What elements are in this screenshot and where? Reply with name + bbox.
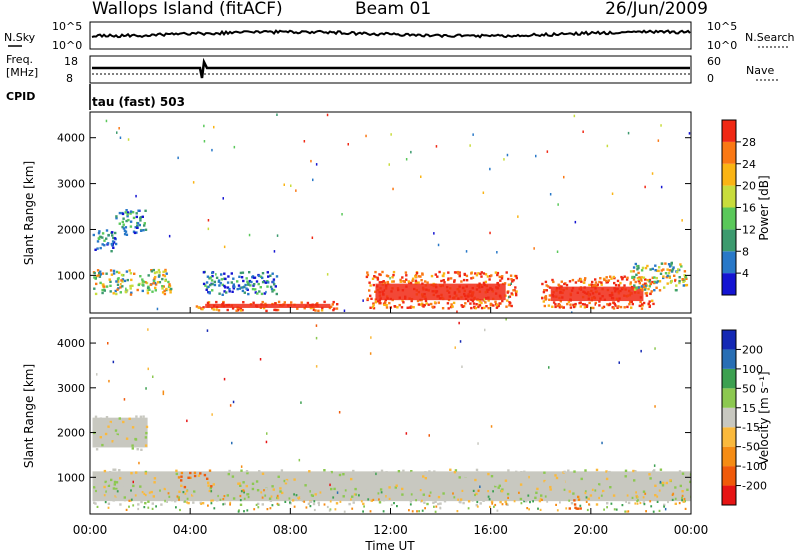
- x-axis-label: Time UT: [364, 539, 415, 553]
- colorbar-cell: [722, 349, 736, 369]
- power-y-label: Slant Range [km]: [22, 161, 36, 265]
- x-tick-label: 08:00: [273, 523, 308, 537]
- colorbar-cell: [722, 446, 736, 467]
- colorbar-cell: [722, 466, 736, 486]
- nave-tick-top: 60: [707, 55, 721, 68]
- colorbar-cell: [722, 388, 736, 408]
- power-y-axis: 1000 2000 3000 4000: [57, 132, 691, 282]
- site-title: Wallops Island (fitACF): [92, 0, 283, 19]
- velocity-y-axis: 1000 2000 3000 4000: [57, 337, 691, 484]
- date-title: 26/Jun/2009: [605, 0, 708, 19]
- x-tick-label: 16:00: [473, 523, 508, 537]
- x-tick-label: 04:00: [173, 523, 208, 537]
- power-y-tick-label: 4000: [57, 132, 85, 145]
- power-y-tick-label: 3000: [57, 178, 85, 191]
- velocity-panel: 1000 2000 3000 4000 00:00 04:00 08:00 12:00 16:…: [22, 307, 708, 553]
- colorbar-tick-label: -15: [742, 421, 760, 434]
- colorbar-tick-label: 4: [742, 267, 749, 280]
- velocity-colorbar: -200 -100 -50 -15 15 50 100 200 Velocity [m s⁻¹…: [721, 329, 771, 506]
- colorbar-cell: [722, 485, 736, 505]
- colorbar-cell: [722, 163, 736, 186]
- colorbar-cell: [722, 207, 736, 230]
- noise-trace: [91, 29, 691, 39]
- power-band: [202, 270, 279, 296]
- colorbar-tick-label: 12: [742, 223, 756, 236]
- velocity-band: [92, 415, 149, 451]
- colorbar-cell: [722, 120, 736, 142]
- cpid-label: CPID: [6, 90, 35, 103]
- colorbar-cell: [722, 141, 736, 164]
- x-tick-label: 00:00: [73, 523, 108, 537]
- colorbar-cell: [722, 273, 736, 295]
- power-band: [92, 229, 118, 253]
- frequency-strip: Freq. [MHz] 18 8 60 0 Nave CPID tau (fas…: [6, 53, 780, 110]
- colorbar-tick-label: 24: [742, 158, 756, 171]
- colorbar-tick-label: 20: [742, 180, 756, 193]
- frequency-trace: [92, 57, 690, 79]
- x-tick-label: 00:00: [674, 523, 709, 537]
- freq-unit-label: [MHz]: [6, 66, 38, 79]
- power-marks: [92, 113, 691, 313]
- velocity-y-tick-label: 1000: [57, 471, 85, 484]
- nave-tick-bottom: 0: [707, 72, 714, 85]
- power-band: [195, 300, 339, 313]
- colorbar-tick-label: 8: [742, 245, 749, 258]
- colorbar-tick-label: 50: [742, 382, 756, 395]
- power-band: [629, 261, 689, 292]
- power-band: [115, 209, 148, 236]
- colorbar-tick-label: 28: [742, 136, 756, 149]
- velocity-band: [177, 469, 215, 489]
- velocity-band: [568, 494, 593, 510]
- colorbar-tick-label: 100: [742, 363, 763, 376]
- power-colorbar-label: Power [dB]: [757, 175, 771, 240]
- nave-label: Nave: [746, 64, 774, 77]
- noise-tick-right-bottom: 10^0: [707, 39, 737, 52]
- x-tick-label: 12:00: [373, 523, 408, 537]
- power-colorbar: 4 8 12 16 20 24 28 Power [dB]: [721, 119, 771, 296]
- colorbar-cell: [722, 229, 736, 252]
- power-band: [92, 268, 173, 296]
- freq-tick-bottom: 8: [66, 72, 73, 85]
- velocity-y-label: Slant Range [km]: [22, 364, 36, 468]
- noise-tick-right-top: 10^5: [707, 20, 737, 33]
- freq-tick-top: 18: [64, 55, 78, 68]
- colorbar-tick-label: 200: [742, 343, 763, 356]
- velocity-x-axis: 00:00 04:00 08:00 12:00 16:00 20:00 00:00: [73, 307, 709, 537]
- colorbar-cell: [722, 427, 736, 447]
- power-panel: 1000 2000 3000 4000 Slant Range [km]: [22, 111, 692, 314]
- velocity-y-tick-label: 2000: [57, 427, 85, 440]
- velocity-y-tick-label: 4000: [57, 337, 85, 350]
- colorbar-cell: [722, 185, 736, 208]
- power-y-tick-label: 1000: [57, 269, 85, 282]
- colorbar-tick-label: 15: [742, 402, 756, 415]
- nsky-label: N.Sky: [4, 31, 36, 44]
- noise-tick-left-top: 10^5: [52, 20, 82, 33]
- colorbar-cell: [722, 251, 736, 274]
- noise-tick-left-bottom: 10^0: [52, 39, 82, 52]
- colorbar-cell: [722, 330, 736, 350]
- nsearch-label: N.Search: [745, 31, 795, 44]
- power-band: [365, 270, 518, 310]
- cpid-text: tau (fast) 503: [92, 95, 185, 109]
- power-y-tick-label: 2000: [57, 223, 85, 236]
- colorbar-tick-label: 16: [742, 202, 756, 215]
- colorbar-tick-label: -200: [742, 480, 767, 493]
- velocity-marks: [92, 318, 691, 513]
- velocity-y-tick-label: 3000: [57, 382, 85, 395]
- colorbar-tick-label: -50: [742, 441, 760, 454]
- velocity-colorbar-label: Velocity [m s⁻¹]: [757, 371, 771, 464]
- noise-strip: N.Sky 10^5 10^0 10^5 10^0 N.Search: [4, 20, 795, 52]
- beam-title: Beam 01: [355, 0, 431, 19]
- x-tick-label: 20:00: [574, 523, 609, 537]
- colorbar-cell: [722, 407, 736, 428]
- freq-label: Freq.: [6, 53, 33, 66]
- colorbar-cell: [722, 368, 736, 389]
- power-band: [541, 275, 656, 310]
- colorbar-tick-label: -100: [742, 460, 767, 473]
